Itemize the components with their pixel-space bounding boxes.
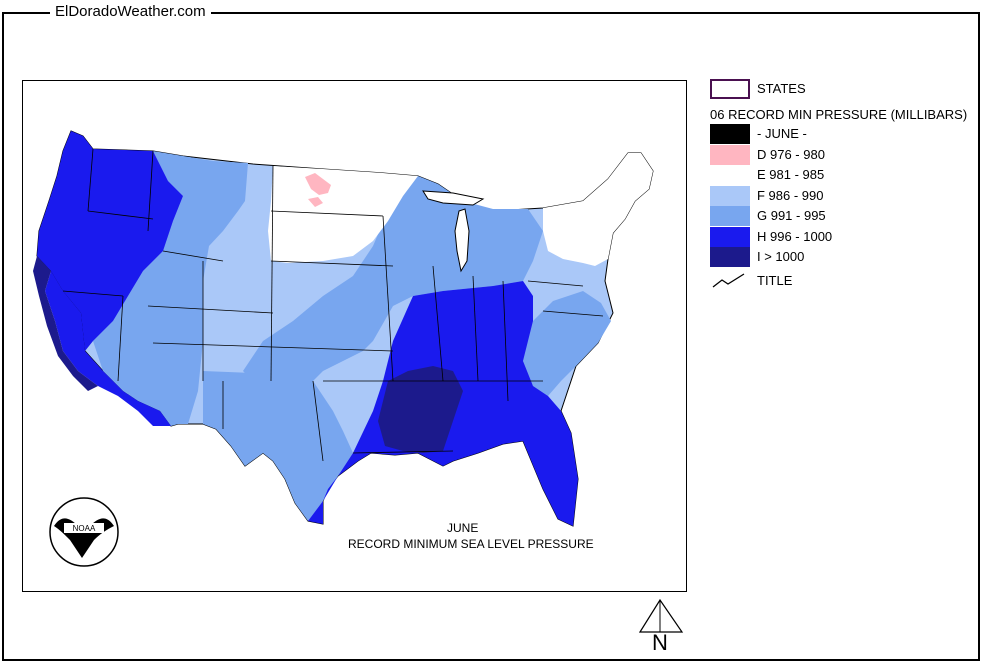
zone-d-north-dakota [305, 173, 331, 195]
zone-g-mountain [93, 151, 248, 426]
title-line-icon [712, 273, 745, 288]
north-arrow: N [636, 596, 688, 658]
noaa-logo-lettering: NOAA [73, 524, 96, 533]
zone-d-north-dakota-2 [308, 197, 323, 207]
legend-swatch [710, 145, 750, 165]
legend-swatch [710, 186, 750, 206]
legend-title-label: TITLE [757, 273, 793, 288]
legend-item-label: F 986 - 990 [757, 188, 824, 203]
legend-item-label: H 996 - 1000 [757, 229, 833, 244]
legend-swatch [710, 227, 750, 247]
zone-i-gulf [378, 366, 463, 453]
legend-swatch [710, 165, 750, 185]
legend-item-label: E 981 - 985 [757, 167, 825, 182]
zone-i-california [33, 256, 98, 391]
legend-item-label: D 976 - 980 [757, 147, 825, 162]
legend-item-label: - JUNE - [757, 126, 807, 141]
zone-h-california [45, 271, 171, 426]
north-label: N [652, 630, 668, 655]
lake-michigan [454, 208, 470, 273]
map-panel: NOAA JUNE RECORD MINIMUM SEA LEVEL PRESS… [22, 80, 687, 592]
legend-swatch [710, 247, 750, 267]
us-pressure-map [33, 130, 654, 527]
map-title: JUNE [447, 521, 479, 535]
legend-states-label: STATES [757, 81, 806, 96]
north-arrow-icon [638, 598, 684, 633]
zone-h-pacific-northwest [37, 131, 183, 351]
legend-item-label: G 991 - 995 [757, 208, 826, 223]
zone-g-texas [203, 371, 353, 521]
zone-e-northeast [543, 153, 653, 266]
noaa-logo: NOAA [49, 497, 119, 567]
map-subtitle: RECORD MINIMUM SEA LEVEL PRESSURE [348, 537, 594, 551]
legend-item-label: I > 1000 [757, 249, 805, 264]
state-boundaries [62, 148, 604, 462]
lake-superior [422, 190, 485, 206]
states-swatch [710, 79, 750, 99]
legend-swatch [710, 206, 750, 226]
legend-heading: 06 RECORD MIN PRESSURE (MILLIBARS) [710, 107, 968, 122]
site-title: ElDoradoWeather.com [50, 2, 211, 22]
legend-swatch [710, 124, 750, 144]
zone-g-southeast [523, 291, 611, 396]
